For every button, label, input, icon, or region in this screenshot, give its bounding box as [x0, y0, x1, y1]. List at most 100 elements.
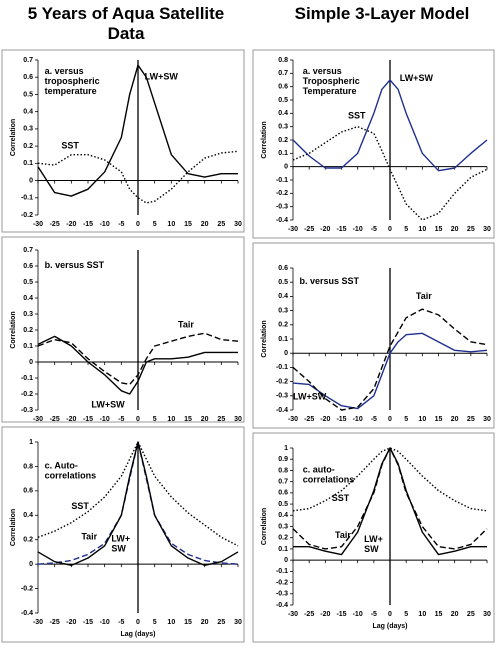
x-tick-label: 30 — [234, 619, 242, 626]
y-tick-label: 0.3 — [278, 307, 288, 314]
panel-label: b. versus SST — [45, 260, 105, 270]
y-tick-label: -0.3 — [21, 407, 33, 414]
y-tick-label: 0.8 — [278, 467, 288, 474]
series-label: SST — [71, 501, 89, 511]
y-tick-label: 0 — [284, 557, 288, 564]
series-line — [37, 441, 239, 547]
x-tick-label: -5 — [371, 226, 377, 233]
y-axis-label: Correlation — [10, 509, 17, 546]
panel-label-line: Temperature — [303, 86, 357, 96]
y-tick-label: 0.4 — [23, 512, 33, 519]
y-tick-label: 0.3 — [23, 311, 33, 318]
x-tick-label: -20 — [320, 226, 330, 233]
x-tick-label: 25 — [217, 221, 225, 228]
x-tick-label: 25 — [217, 416, 225, 423]
panel-frame — [252, 242, 495, 429]
panel-frame — [252, 49, 495, 239]
y-tick-label: -0.2 — [276, 579, 288, 586]
x-tick-label: 20 — [451, 611, 459, 618]
x-tick-label: -15 — [83, 416, 93, 423]
panel-label-line: correlations — [45, 471, 97, 481]
y-tick-label: -0.2 — [21, 585, 33, 592]
x-tick-label: -20 — [66, 619, 76, 626]
x-tick-label: 30 — [483, 611, 491, 618]
x-tick-label: 15 — [435, 611, 443, 618]
series-line — [37, 441, 239, 567]
y-tick-label: 0.6 — [23, 263, 33, 270]
y-tick-label: 0.2 — [278, 535, 288, 542]
y-tick-label: 0.5 — [278, 97, 288, 104]
panel-label-line: c. auto- — [303, 465, 335, 475]
x-tick-label: 0 — [388, 611, 392, 618]
series-label: Tair — [416, 291, 432, 301]
y-tick-label: 0.1 — [278, 336, 288, 343]
panel-label-line: tropospheric — [45, 76, 100, 86]
panel-label: a. versus Tropospheric Temperature — [303, 66, 360, 96]
series-label: LW+SW — [364, 534, 383, 554]
y-tick-label: 0.4 — [23, 109, 33, 116]
x-tick-label: -5 — [118, 221, 124, 228]
x-tick-label: -25 — [50, 619, 60, 626]
y-axis-label: Correlation — [261, 320, 268, 357]
x-tick-label: -20 — [66, 221, 76, 228]
y-tick-label: 0.4 — [278, 110, 288, 117]
x-tick-label: 20 — [201, 221, 209, 228]
y-tick-label: -0.2 — [21, 212, 33, 219]
y-tick-label: -0.4 — [276, 217, 288, 224]
y-tick-label: 0.6 — [278, 490, 288, 497]
y-tick-label: -0.4 — [276, 407, 288, 414]
x-tick-label: -30 — [33, 619, 43, 626]
series-line — [37, 335, 238, 395]
series-label: SST — [61, 140, 79, 150]
x-tick-label: 30 — [234, 416, 242, 423]
panel-label-line: correlations — [303, 475, 355, 485]
x-tick-label: 10 — [167, 221, 175, 228]
y-axis-label: Correlation — [10, 119, 17, 156]
y-tick-label: 0.2 — [23, 327, 33, 334]
x-tick-label: 0 — [388, 416, 392, 423]
panel-frame — [1, 236, 245, 423]
series-label: Tair — [178, 320, 194, 330]
series-label: LW+SW — [293, 392, 327, 402]
x-axis-label: Lag (days) — [120, 631, 155, 638]
x-tick-label: -15 — [83, 619, 93, 626]
x-tick-label: -10 — [353, 611, 363, 618]
y-tick-label: 0.7 — [23, 247, 33, 254]
y-axis-label: Correlation — [10, 311, 17, 348]
panel-frame — [1, 49, 245, 233]
x-tick-label: -10 — [100, 619, 110, 626]
y-tick-label: -0.1 — [21, 195, 33, 202]
series-label: LW+SW — [111, 534, 130, 554]
x-tick-label: 10 — [167, 416, 175, 423]
x-tick-label: -30 — [288, 226, 298, 233]
y-tick-label: 0.1 — [278, 150, 288, 157]
y-tick-label: 0.1 — [23, 343, 33, 350]
x-tick-label: -30 — [33, 221, 43, 228]
panel-label-line: b. versus SST — [45, 260, 105, 270]
series-line — [292, 79, 488, 172]
y-axis-label: Correlation — [261, 121, 268, 158]
x-tick-label: -25 — [304, 416, 314, 423]
panel-label: a. versus tropospheric temperature — [45, 66, 100, 96]
x-tick-label: -25 — [50, 416, 60, 423]
x-tick-label: 20 — [201, 619, 209, 626]
y-tick-label: 0.2 — [23, 537, 33, 544]
y-tick-label: 1 — [284, 445, 288, 452]
series-label: Tair — [81, 532, 97, 542]
x-tick-label: -30 — [288, 416, 298, 423]
series-label: LW+SW — [91, 400, 125, 410]
x-tick-label: -25 — [304, 611, 314, 618]
y-axis-label: Correlation — [261, 508, 268, 545]
y-tick-label: 0 — [284, 350, 288, 357]
y-tick-label: 0.7 — [23, 57, 33, 64]
x-tick-label: 5 — [404, 226, 408, 233]
y-tick-label: 0.2 — [23, 143, 33, 150]
x-tick-label: -5 — [118, 416, 124, 423]
y-tick-label: 0 — [29, 359, 33, 366]
series-line — [37, 64, 238, 197]
x-tick-label: 15 — [184, 221, 192, 228]
series-label: LW+SW — [145, 72, 179, 82]
y-tick-label: -0.2 — [21, 391, 33, 398]
y-tick-label: -0.1 — [276, 364, 288, 371]
x-tick-label: 10 — [167, 619, 175, 626]
